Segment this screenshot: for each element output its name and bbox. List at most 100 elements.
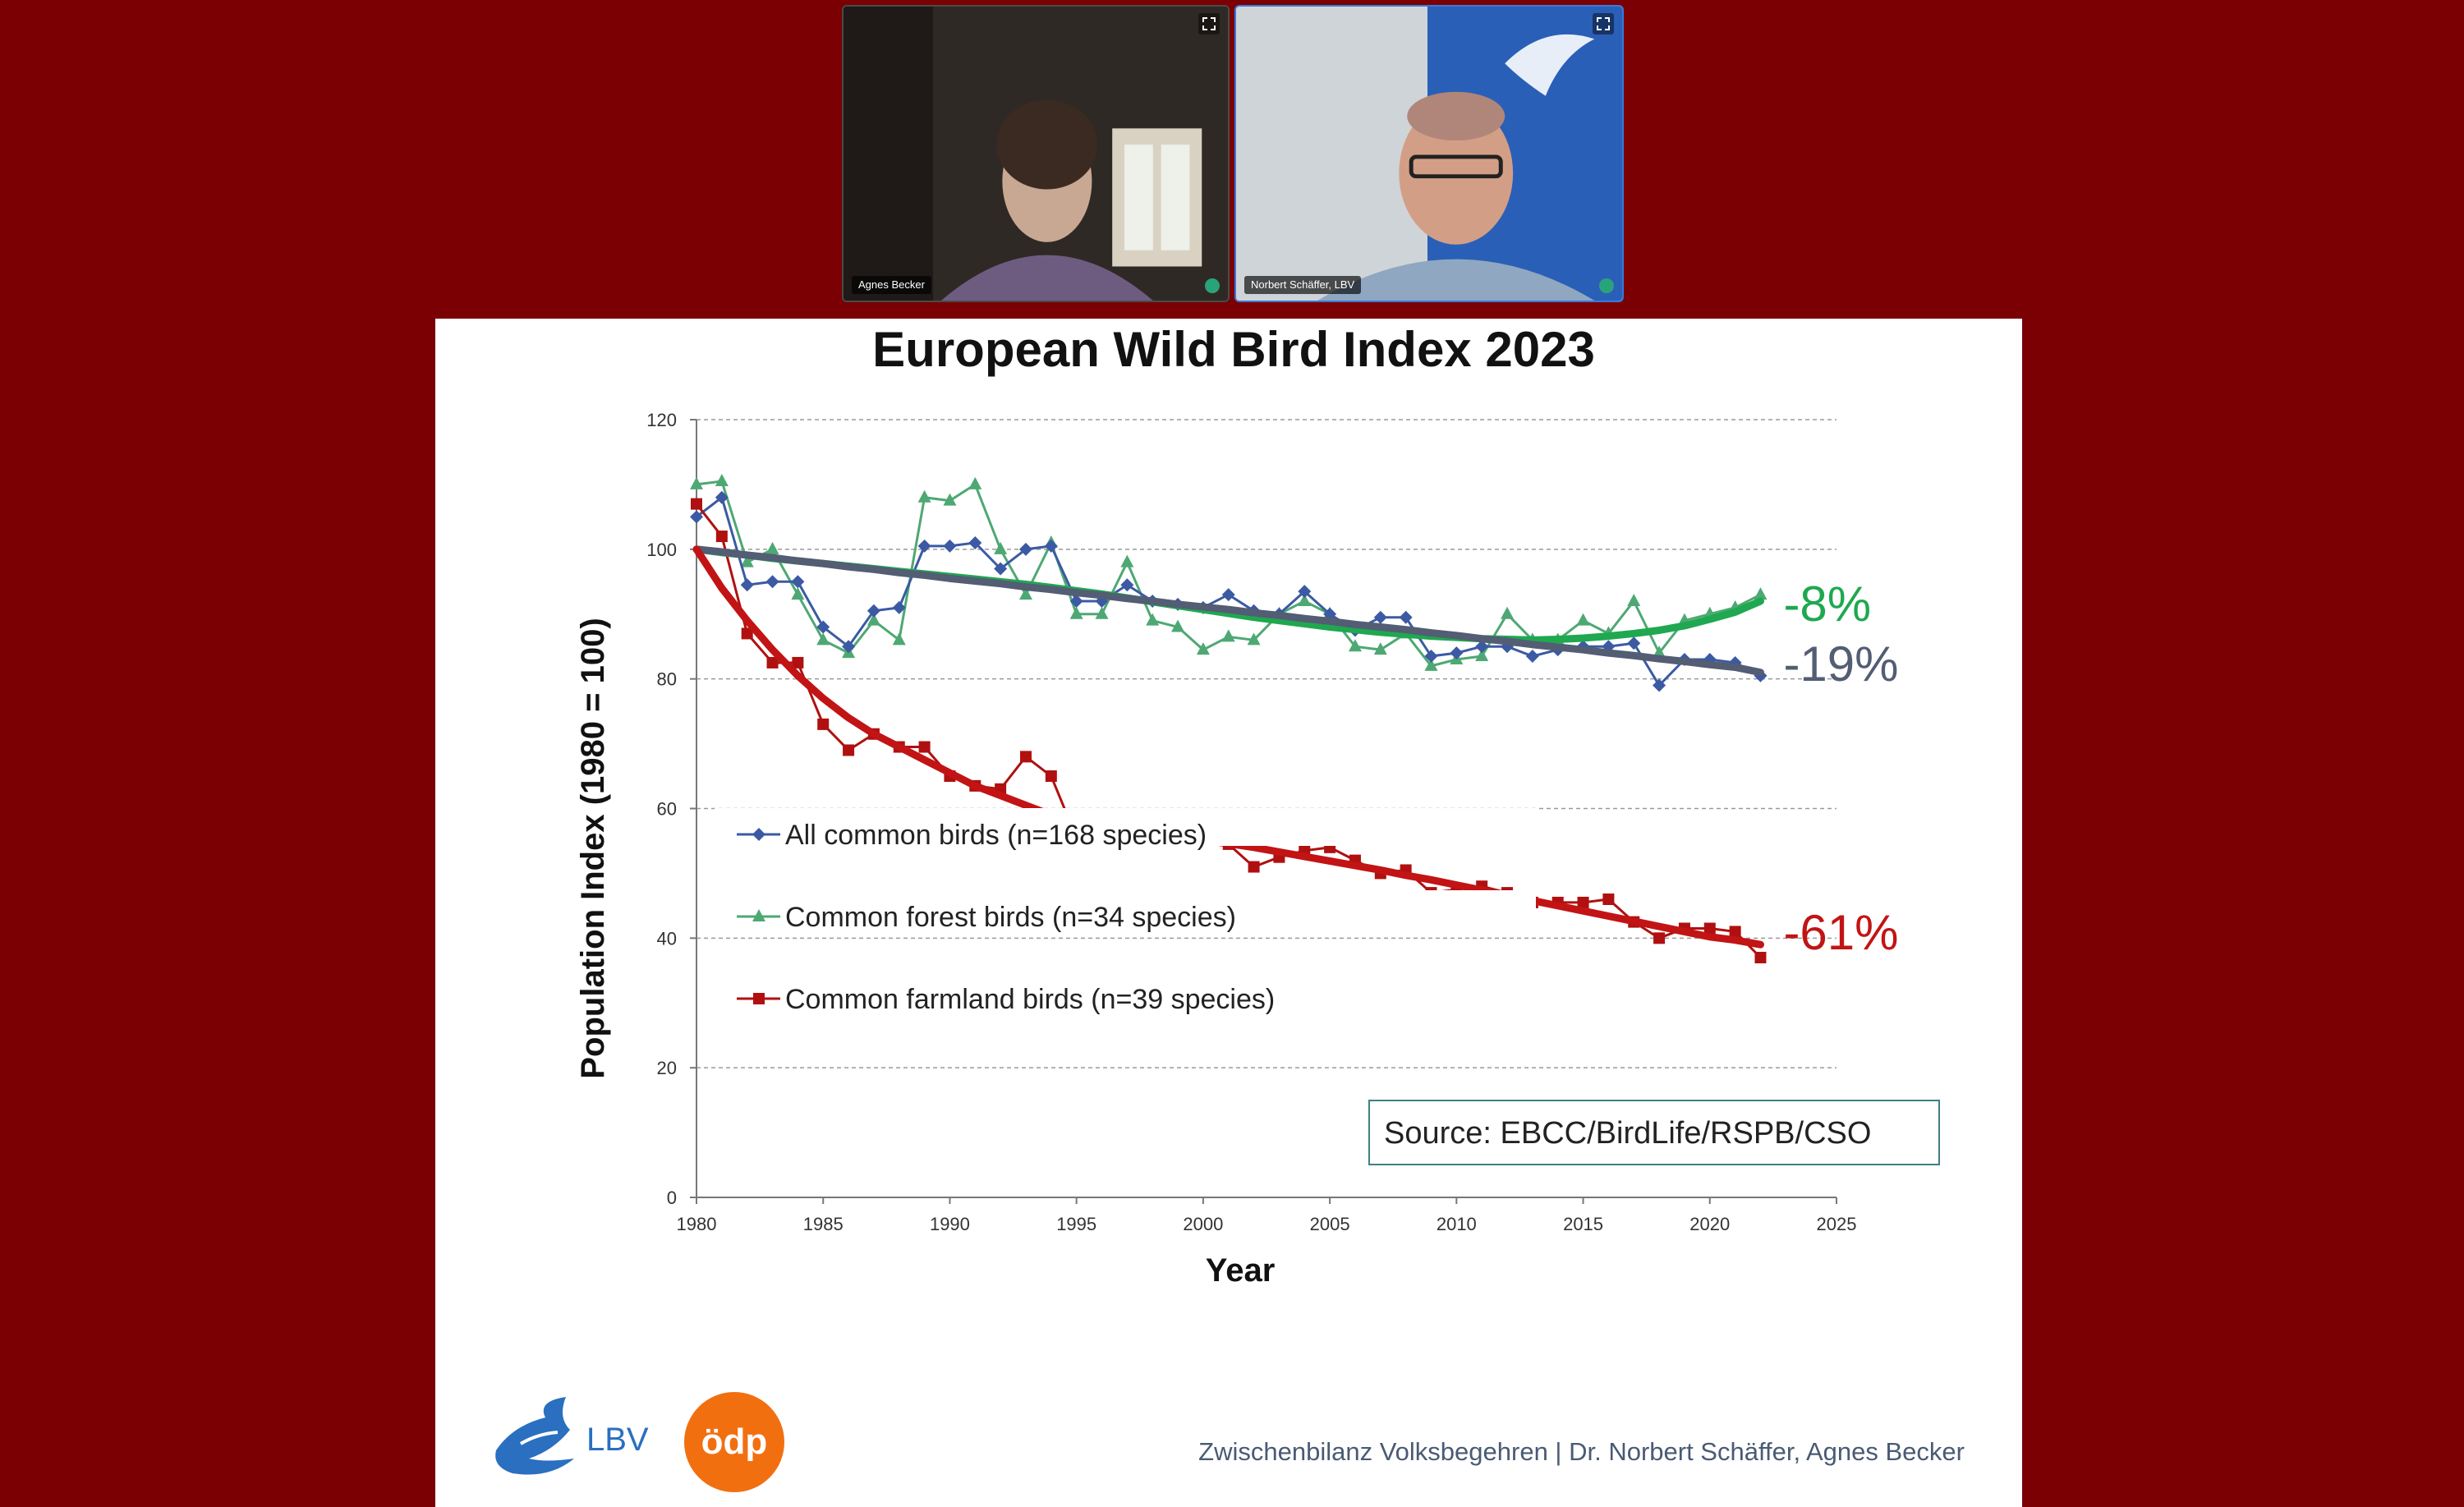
x-tick-label: 1980: [677, 1214, 717, 1234]
data-point: [1653, 678, 1666, 692]
data-point: [740, 578, 754, 592]
data-point: [766, 656, 779, 669]
data-point: [816, 632, 830, 646]
data-point: [968, 535, 982, 549]
y-tick-label: 20: [657, 1058, 677, 1078]
data-point: [791, 587, 805, 600]
data-point: [1424, 658, 1438, 671]
x-tick-label: 1990: [930, 1214, 970, 1234]
x-tick-label: 2005: [1310, 1214, 1350, 1234]
data-point: [943, 493, 957, 506]
data-point: [1399, 610, 1413, 624]
y-tick-label: 100: [646, 540, 677, 560]
legend-bg: [715, 808, 1536, 846]
legend-marker: [753, 993, 765, 1004]
data-point: [1424, 650, 1438, 664]
participant-name-tag: Agnes Becker: [852, 276, 931, 294]
data-point: [1045, 770, 1057, 783]
legend-marker: [752, 828, 765, 841]
data-point: [715, 473, 729, 486]
slide-footer: Zwischenbilanz Volksbegehren | Dr. Norbe…: [1198, 1437, 1965, 1466]
legend-label: All common birds (n=168 species): [785, 820, 1207, 851]
data-point: [1298, 593, 1312, 606]
data-point: [1373, 610, 1387, 624]
data-point: [867, 613, 880, 626]
data-point: [842, 640, 856, 654]
data-point: [690, 476, 703, 489]
data-point: [1221, 629, 1235, 642]
change-label: -61%: [1783, 905, 1898, 960]
data-point: [1196, 642, 1210, 655]
data-point: [1577, 896, 1589, 908]
source-text: Source: EBCC/BirdLife/RSPB/CSO: [1384, 1116, 1871, 1151]
data-point: [917, 539, 931, 553]
x-tick-label: 2025: [1817, 1214, 1857, 1234]
data-point: [765, 541, 779, 554]
legend-label: Common forest birds (n=34 species): [785, 902, 1236, 933]
y-tick-labels: 0 20 40 60 80 100 120: [646, 410, 677, 1208]
lbv-logo: LBV: [495, 1397, 649, 1475]
trend-line: [692, 545, 1764, 677]
mic-active-icon: [1599, 278, 1614, 293]
y-axis-label: Population Index (1980 = 100): [575, 618, 611, 1078]
y-tick-label: 120: [646, 410, 677, 430]
data-point: [1247, 632, 1261, 646]
lbv-logo-text: LBV: [586, 1422, 649, 1458]
data-point: [690, 510, 703, 524]
data-point: [1171, 619, 1185, 632]
data-point: [1602, 893, 1615, 905]
mic-active-icon: [1205, 278, 1220, 293]
y-tick-label: 0: [667, 1188, 677, 1208]
chart-title: European Wild Bird Index 2023: [872, 322, 1595, 377]
expand-icon[interactable]: [1593, 13, 1614, 34]
data-point: [1729, 926, 1741, 938]
legend: All common birds (n=168 species) Common f…: [715, 808, 1536, 1015]
x-axis-label: Year: [1206, 1252, 1276, 1289]
x-tick-label: 2015: [1563, 1214, 1603, 1234]
data-point: [1221, 588, 1235, 602]
data-point: [1248, 861, 1260, 873]
trend-layer: [692, 545, 1764, 949]
data-point: [1120, 554, 1134, 567]
data-point: [740, 554, 754, 567]
data-point: [816, 620, 830, 634]
data-point: [1475, 649, 1489, 662]
data-point: [917, 489, 931, 503]
odp-logo: ödp: [684, 1392, 784, 1492]
data-point: [1703, 652, 1717, 666]
data-point: [1754, 587, 1768, 600]
data-point: [994, 541, 1008, 554]
legend-bg: [715, 890, 1536, 928]
expand-icon[interactable]: [1198, 13, 1220, 34]
data-point: [1348, 639, 1362, 652]
y-tick-label: 40: [657, 928, 677, 949]
data-point: [1019, 751, 1032, 763]
data-point: [792, 656, 804, 669]
video-tile-norbert[interactable]: Norbert Schäffer, LBV: [1234, 5, 1624, 302]
data-point: [968, 476, 982, 489]
data-point: [867, 604, 880, 618]
data-point: [1146, 613, 1160, 626]
data-point: [892, 600, 906, 614]
data-point: [791, 575, 805, 589]
data-point: [1018, 542, 1032, 556]
data-point: [1475, 640, 1489, 654]
data-point: [1602, 640, 1616, 654]
participant-name-tag: Norbert Schäffer, LBV: [1244, 276, 1362, 294]
data-point: [1095, 606, 1109, 619]
series-diamond: [690, 490, 1768, 692]
data-point: [943, 539, 957, 553]
data-point: [994, 562, 1008, 576]
series-line: [695, 503, 1762, 959]
data-point: [1576, 613, 1590, 626]
data-point: [892, 632, 906, 646]
data-point: [817, 718, 830, 730]
data-point: [1044, 539, 1058, 553]
data-point: [765, 575, 779, 589]
data-point: [1703, 922, 1716, 935]
legend-bg: [715, 972, 1536, 1010]
data-point: [1069, 606, 1083, 619]
data-point: [1373, 642, 1387, 655]
video-tile-agnes[interactable]: Agnes Becker: [842, 5, 1230, 302]
change-label: -19%: [1783, 636, 1898, 691]
